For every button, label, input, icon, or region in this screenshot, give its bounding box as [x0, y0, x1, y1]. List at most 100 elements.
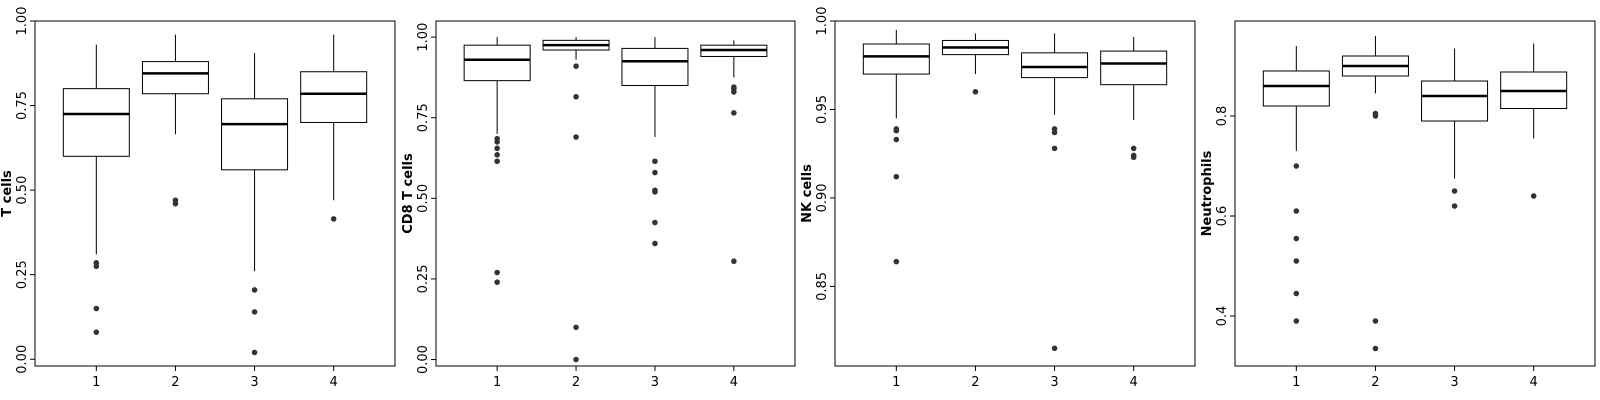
outlier-point: [573, 356, 579, 363]
outlier-point: [1051, 145, 1058, 152]
outlier-point: [1372, 113, 1379, 119]
plot-frame: [1234, 20, 1596, 367]
iqr-box: [1421, 80, 1489, 122]
outlier-point: [93, 305, 100, 312]
outlier-point: [1293, 258, 1300, 264]
outlier-point: [1293, 318, 1300, 324]
y-tick-label: 0.6: [1215, 206, 1230, 227]
outlier-point: [1130, 154, 1137, 161]
outlier-point: [893, 173, 900, 180]
outlier-point: [494, 269, 500, 276]
x-tick-label: 3: [250, 375, 258, 390]
iqr-box: [621, 47, 689, 86]
box-2: [141, 34, 209, 207]
outlier-point: [731, 110, 737, 116]
y-tick-label: 0.85: [815, 272, 830, 301]
outlier-point: [1372, 318, 1379, 324]
panel-1: 0.00 0.25 0.50 0.75 1.00 T cells 1 2 3 4: [0, 7, 396, 390]
iqr-box: [463, 44, 531, 82]
x-tick-label: 3: [1050, 375, 1058, 390]
x-tick-label: 3: [651, 375, 659, 390]
y-tick-label: 0.50: [15, 176, 30, 205]
y-tick-label: 0.95: [815, 95, 830, 124]
box-4: [1100, 36, 1168, 161]
outlier-point: [494, 145, 500, 152]
box-2: [941, 33, 1009, 95]
outlier-point: [1451, 188, 1458, 194]
outlier-point: [1293, 208, 1300, 214]
y-tick-label: 0.8: [1215, 106, 1230, 127]
outlier-point: [972, 88, 979, 95]
x-tick-label: 4: [1530, 375, 1538, 390]
x-tick-label: 2: [572, 375, 580, 390]
y-tick-label: 0.25: [416, 264, 431, 293]
x-tick-label: 1: [92, 375, 100, 390]
iqr-box: [141, 61, 209, 95]
y-tick-label: 0.00: [416, 345, 431, 374]
box-1: [1262, 46, 1330, 324]
box-3: [1021, 33, 1089, 352]
x-tick-label: 2: [971, 375, 979, 390]
outlier-point: [1051, 345, 1058, 352]
box-3: [1421, 48, 1489, 209]
iqr-box: [1100, 50, 1168, 86]
outlier-point: [652, 189, 658, 195]
outlier-point: [573, 134, 579, 140]
y-tick-label: 0.50: [416, 184, 431, 213]
outlier-point: [93, 329, 100, 335]
outlier-point: [1451, 203, 1458, 209]
outlier-point: [494, 152, 500, 158]
outlier-point: [494, 139, 500, 145]
y-tick-label: 0.75: [15, 91, 30, 120]
y-tick-label: 0.00: [15, 345, 30, 374]
outlier-point: [573, 63, 579, 69]
y-axis-title: Neutrophils: [1200, 150, 1215, 236]
outlier-point: [1293, 290, 1300, 297]
outlier-point: [1293, 235, 1300, 242]
y-tick-label: 0.90: [815, 183, 830, 212]
x-tick-label: 3: [1450, 375, 1458, 390]
outlier-point: [330, 216, 337, 222]
box-4: [700, 40, 768, 265]
outlier-point: [652, 219, 658, 226]
x-tick-label: 1: [1292, 375, 1300, 390]
x-tick-label: 4: [330, 375, 338, 390]
panel-4: 0.4 0.6 0.8 Neutrophils 1 2 3 4: [1200, 20, 1596, 390]
outlier-point: [251, 287, 258, 293]
y-axis-title: T cells: [0, 170, 15, 217]
y-tick-label: 0.75: [416, 103, 431, 132]
outlier-point: [494, 279, 500, 285]
plot-frame: [834, 20, 1196, 367]
iqr-box: [862, 43, 930, 75]
outlier-point: [172, 200, 179, 207]
plot-frame: [34, 20, 396, 367]
box-2: [1341, 36, 1409, 352]
outlier-point: [893, 127, 900, 134]
box-1: [463, 37, 531, 285]
outlier-point: [731, 89, 737, 95]
y-tick-label: 1.00: [15, 7, 30, 36]
y-tick-label: 1.00: [416, 23, 431, 52]
outlier-point: [652, 169, 658, 176]
outlier-point: [731, 258, 737, 265]
x-tick-label: 1: [892, 375, 900, 390]
box-3: [621, 37, 689, 247]
outlier-point: [893, 136, 900, 143]
x-tick-label: 1: [493, 375, 501, 390]
y-tick-label: 1.00: [815, 7, 830, 36]
outlier-point: [1051, 129, 1058, 136]
y-axis-title: CD8 T cells: [401, 153, 416, 234]
panel-2: 0.00 0.25 0.50 0.75 1.00 CD8 T cells 1 2 3 4: [401, 20, 796, 390]
outlier-point: [1372, 345, 1379, 352]
box-4: [300, 34, 368, 222]
plot-frame: [435, 20, 796, 367]
outlier-point: [494, 158, 500, 165]
y-tick-label: 0.25: [15, 260, 30, 289]
panel-3: 0.85 0.90 0.95 1.00 NK cells 1 2 3 4: [800, 7, 1196, 390]
x-tick-label: 4: [1130, 375, 1138, 390]
y-axis-title: NK cells: [800, 164, 815, 223]
outlier-point: [893, 258, 900, 265]
iqr-box: [1262, 70, 1330, 107]
outlier-point: [1530, 193, 1537, 199]
